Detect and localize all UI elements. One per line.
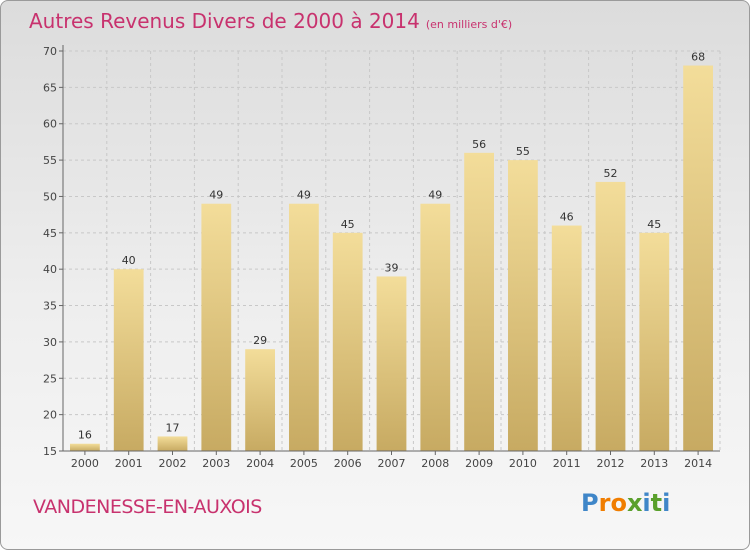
axes: 15 20 25 30 35 40 45 50 55 60 65 70 2000 2001 2002 2003… — [43, 45, 720, 470]
x-tick-label-2001: 2001 — [115, 457, 143, 470]
value-label-2006: 45 — [341, 218, 355, 231]
bar-2010 — [508, 160, 538, 451]
bar-2003 — [201, 203, 232, 451]
y-tick-label: 45 — [43, 227, 57, 240]
y-tick-label: 60 — [43, 118, 57, 131]
y-tick-label: 50 — [43, 190, 57, 203]
title-text: Autres Revenus Divers de 2000 à 2014 — [29, 9, 420, 33]
x-tick-label-2006: 2006 — [334, 457, 362, 470]
bar-2011 — [551, 225, 582, 451]
x-tick-label-2013: 2013 — [640, 457, 668, 470]
y-tick-label: 65 — [43, 81, 57, 94]
x-tick-label-2002: 2002 — [159, 457, 187, 470]
x-tick-label-2014: 2014 — [684, 457, 712, 470]
logo-letter: r — [598, 489, 611, 517]
y-tick-label: 40 — [43, 263, 57, 276]
value-label-2007: 39 — [385, 261, 399, 274]
bar-2001 — [113, 269, 144, 451]
x-tick-label-2003: 2003 — [202, 457, 230, 470]
logo-letter: o — [610, 489, 627, 517]
x-tick-label-2005: 2005 — [290, 457, 318, 470]
bars: 16 40 17 49 29 49 45 39 49 56 55 46 52 45 68 — [70, 51, 713, 451]
value-label-2003: 49 — [209, 189, 223, 202]
value-label-2005: 49 — [297, 189, 311, 202]
bar-2014 — [683, 65, 713, 451]
logo-letter: i — [662, 489, 671, 517]
y-tick-label: 20 — [43, 409, 57, 422]
value-label-2000: 16 — [78, 429, 92, 442]
x-tick-label-2009: 2009 — [465, 457, 493, 470]
bar-2000 — [70, 443, 100, 451]
x-tick-label-2010: 2010 — [509, 457, 537, 470]
x-tick-label-2007: 2007 — [378, 457, 406, 470]
logo-letter: i — [642, 489, 651, 517]
y-tick-label: 15 — [43, 445, 57, 458]
unit-label: (en milliers d'€) — [425, 18, 513, 31]
bar-2008 — [420, 203, 451, 451]
bar-2012 — [595, 181, 626, 451]
town-name: VANDENESSE-EN-AUXOIS — [33, 496, 262, 518]
bar-2005 — [289, 203, 319, 451]
bar-2006 — [332, 232, 363, 451]
logo-letter: x — [626, 489, 643, 517]
logo-letter: t — [650, 489, 663, 517]
y-tick-label: 55 — [43, 154, 57, 167]
x-tick-label-2000: 2000 — [71, 457, 99, 470]
value-label-2010: 55 — [516, 145, 530, 158]
proxiti-logo: Proxiti — [581, 489, 670, 517]
bar-2002 — [157, 436, 188, 451]
value-label-2008: 49 — [428, 189, 442, 202]
y-tick-label: 35 — [43, 300, 57, 313]
bar-2007 — [376, 276, 407, 451]
x-tick-label-2008: 2008 — [421, 457, 449, 470]
logo-letter: P — [581, 489, 599, 517]
bar-2013 — [639, 232, 670, 451]
x-tick-label-2004: 2004 — [246, 457, 274, 470]
x-tick-label-2011: 2011 — [553, 457, 581, 470]
bar-2004 — [245, 349, 275, 451]
value-label-2004: 29 — [253, 334, 267, 347]
value-label-2013: 45 — [647, 218, 661, 231]
value-label-2002: 17 — [166, 421, 180, 434]
y-tick-label: 30 — [43, 336, 57, 349]
y-tick-label: 70 — [43, 45, 57, 58]
bar-2009 — [464, 152, 494, 451]
chart-title: Autres Revenus Divers de 2000 à 2014 (en … — [29, 9, 512, 33]
value-label-2014: 68 — [691, 51, 705, 64]
value-label-2012: 52 — [604, 167, 618, 180]
value-label-2001: 40 — [122, 254, 136, 267]
value-label-2011: 46 — [560, 211, 574, 224]
value-label-2009: 56 — [472, 138, 486, 151]
y-tick-label: 25 — [43, 372, 57, 385]
x-tick-label-2012: 2012 — [597, 457, 625, 470]
